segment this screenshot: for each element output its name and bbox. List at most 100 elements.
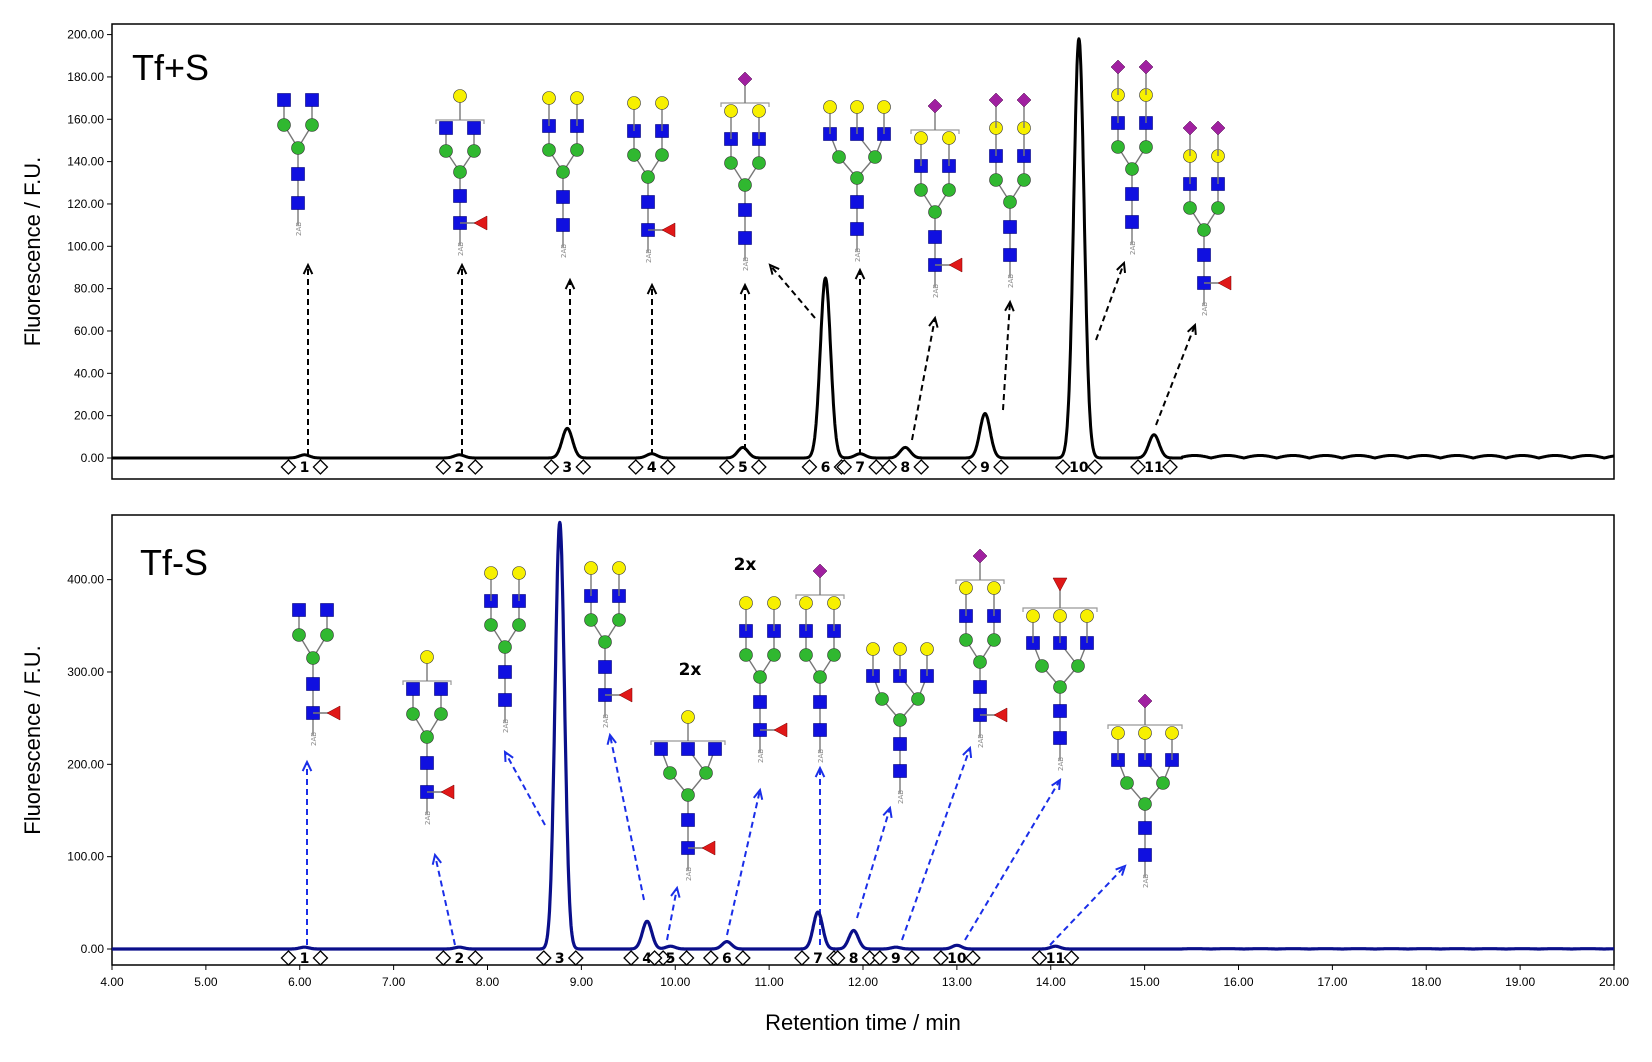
arrow-shaft bbox=[609, 734, 645, 901]
glcnac-symbol bbox=[467, 121, 481, 135]
peak-label: 4 bbox=[642, 951, 652, 967]
bottom-arrow bbox=[1049, 864, 1127, 946]
peak-boundary-diamond bbox=[1130, 459, 1146, 475]
arrow-head bbox=[456, 262, 468, 275]
peak-boundary-diamond bbox=[467, 950, 484, 966]
mannose-symbol bbox=[767, 648, 781, 662]
peak-boundary-diamond bbox=[913, 459, 930, 475]
arrow-head bbox=[431, 852, 442, 865]
mannose-symbol bbox=[420, 730, 434, 744]
peak-boundary-diamond bbox=[1162, 459, 1178, 475]
glycan-structures-layer: 2AB 2AB 2AB 2AB 2AB 2AB 2AB 2AB 2AB 2AB 2AB 2AB 2AB 2… bbox=[277, 59, 1232, 888]
galactose-symbol bbox=[612, 561, 626, 575]
mannose-symbol bbox=[738, 178, 752, 192]
2ab-label: 2AB bbox=[757, 749, 765, 763]
sialic-acid-symbol bbox=[1138, 59, 1154, 75]
glcnac-symbol bbox=[1053, 731, 1067, 745]
fucose-symbol bbox=[993, 707, 1008, 723]
galactose-symbol bbox=[823, 100, 837, 114]
mannose-symbol bbox=[1139, 140, 1153, 154]
galactose-symbol bbox=[584, 561, 598, 575]
galactose-symbol bbox=[866, 642, 880, 656]
peak-marker bbox=[646, 950, 695, 966]
bottom-arrow bbox=[901, 745, 973, 941]
bottom-arrow bbox=[726, 787, 764, 936]
top-arrow bbox=[1155, 322, 1197, 426]
mannose-symbol bbox=[724, 156, 738, 170]
mannose-symbol bbox=[868, 150, 882, 164]
x-tick-label: 6.00 bbox=[288, 975, 312, 989]
y-tick-label: 0.00 bbox=[81, 942, 105, 956]
peak-boundary-diamond bbox=[567, 950, 584, 966]
glcnac-symbol bbox=[893, 764, 907, 778]
y-tick-label: 60.00 bbox=[74, 324, 104, 338]
bottom-arrow bbox=[666, 885, 681, 941]
galactose-symbol bbox=[1138, 726, 1152, 740]
bottom-arrow bbox=[814, 765, 826, 945]
mannose-symbol bbox=[291, 141, 305, 155]
glcnac-symbol bbox=[753, 695, 767, 709]
galactose-symbol bbox=[1080, 609, 1094, 623]
sialic-acid-symbol bbox=[1210, 120, 1226, 136]
galactose-symbol bbox=[767, 596, 781, 610]
x-tick-label: 11.00 bbox=[755, 975, 784, 989]
peak-label: 2 bbox=[454, 951, 464, 967]
peak-boundary-diamond bbox=[1086, 459, 1103, 475]
2ab-label: 2AB bbox=[977, 734, 985, 748]
galactose-symbol bbox=[850, 100, 864, 114]
glycan-structure: 2AB bbox=[1022, 577, 1098, 771]
glycan-structure: 2AB bbox=[1107, 693, 1183, 888]
mannose-symbol bbox=[752, 156, 766, 170]
peak-boundary-diamond bbox=[280, 950, 297, 966]
arrow-head bbox=[752, 787, 764, 800]
glcnac-symbol bbox=[1138, 821, 1152, 835]
x-tick-label: 4.00 bbox=[100, 975, 124, 989]
arrow-head bbox=[1051, 778, 1062, 791]
top-arrow bbox=[456, 262, 468, 455]
mannose-symbol bbox=[875, 692, 889, 706]
peak-label: 9 bbox=[891, 951, 901, 967]
peak-boundary-diamond bbox=[659, 459, 676, 475]
fucose-symbol bbox=[618, 687, 633, 703]
fucose-symbol bbox=[326, 705, 341, 721]
mannose-symbol bbox=[320, 628, 334, 642]
peak-label: 5 bbox=[738, 460, 748, 476]
trace-bottom bbox=[110, 520, 1616, 951]
sialic-acid-symbol bbox=[1016, 92, 1032, 108]
glcnac-symbol bbox=[850, 222, 864, 236]
peak-boundary-diamond bbox=[750, 459, 767, 475]
galactose-symbol bbox=[681, 710, 695, 724]
glcnac-symbol bbox=[1125, 187, 1139, 201]
fucose-symbol bbox=[1217, 275, 1232, 291]
peak-boundary-diamond bbox=[903, 950, 920, 966]
2ab-label: 2AB bbox=[932, 284, 940, 298]
axes-layer bbox=[107, 23, 1615, 970]
peak-boundary-diamond bbox=[467, 459, 484, 475]
mannose-symbol bbox=[1120, 776, 1134, 790]
glcnac-symbol bbox=[1138, 848, 1152, 862]
sialic-acid-symbol bbox=[812, 563, 828, 579]
bottom-arrow bbox=[964, 778, 1062, 941]
sialic-acid-symbol bbox=[1110, 59, 1126, 75]
top-arrow bbox=[911, 315, 939, 441]
y-tick-label: 20.00 bbox=[74, 409, 104, 423]
peak-boundary-diamond bbox=[435, 950, 452, 966]
peak-boundary-diamond bbox=[543, 459, 560, 475]
x-tick-label: 18.00 bbox=[1411, 975, 1441, 989]
panel-title: Tf-S bbox=[140, 542, 208, 583]
y-tick-label: 100.00 bbox=[67, 239, 104, 253]
peak-marker bbox=[280, 459, 329, 475]
glcnac-symbol bbox=[453, 189, 467, 203]
mannose-symbol bbox=[699, 766, 713, 780]
2ab-label: 2AB bbox=[602, 714, 610, 728]
peak-label: 3 bbox=[555, 951, 565, 967]
peak-label: 9 bbox=[980, 460, 990, 476]
bottom-arrow bbox=[606, 732, 645, 901]
peak-boundary-diamond bbox=[678, 950, 695, 966]
mannose-symbol bbox=[434, 707, 448, 721]
peak-label: 1 bbox=[300, 460, 310, 476]
galactose-symbol bbox=[942, 131, 956, 145]
mannose-symbol bbox=[305, 118, 319, 132]
peak-marker bbox=[1031, 950, 1080, 966]
glycan-structure: 2AB bbox=[866, 642, 934, 804]
